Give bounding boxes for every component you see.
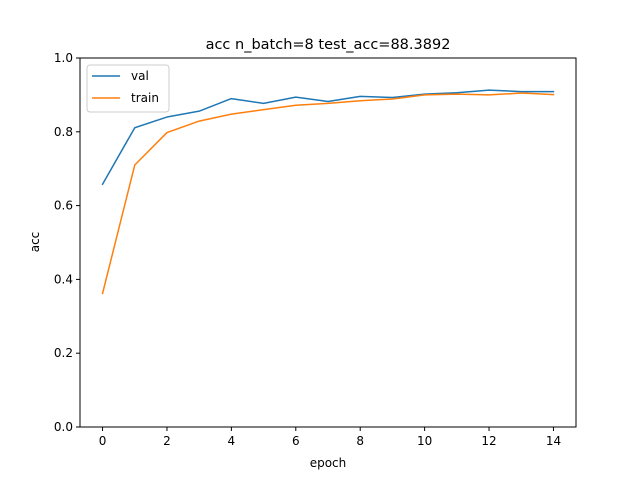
x-tick-label: 6	[292, 434, 300, 448]
y-tick-label: 0.6	[54, 199, 73, 213]
x-axis-label: epoch	[310, 456, 347, 470]
x-tick-label: 8	[356, 434, 364, 448]
plot-frame	[79, 57, 577, 428]
y-tick-label: 0.0	[54, 420, 73, 434]
legend-label-train: train	[131, 91, 159, 105]
y-tick-label: 0.2	[54, 346, 73, 360]
x-tick-label: 4	[228, 434, 236, 448]
x-tick-label: 12	[481, 434, 496, 448]
x-tick-label: 2	[163, 434, 171, 448]
x-tick-label: 10	[417, 434, 432, 448]
legend-label-val: val	[131, 69, 149, 83]
y-tick-label: 0.8	[54, 125, 73, 139]
legend: val train	[86, 64, 170, 113]
chart-title: acc n_batch=8 test_acc=88.3892	[206, 37, 451, 53]
y-tick-label: 1.0	[54, 51, 73, 65]
x-tick-label: 0	[99, 434, 107, 448]
series-line-train	[101, 92, 555, 295]
y-axis-ticks: 0.0 0.2 0.4 0.6 0.8 1.0	[54, 51, 80, 434]
x-tick-label: 14	[546, 434, 561, 448]
plot-lines	[101, 89, 555, 295]
y-tick-label: 0.4	[54, 272, 73, 286]
series-line-val	[101, 89, 555, 186]
y-axis-label: acc	[28, 232, 42, 253]
x-axis-ticks: 0 2 4 6 8 10 12 14	[99, 427, 561, 448]
